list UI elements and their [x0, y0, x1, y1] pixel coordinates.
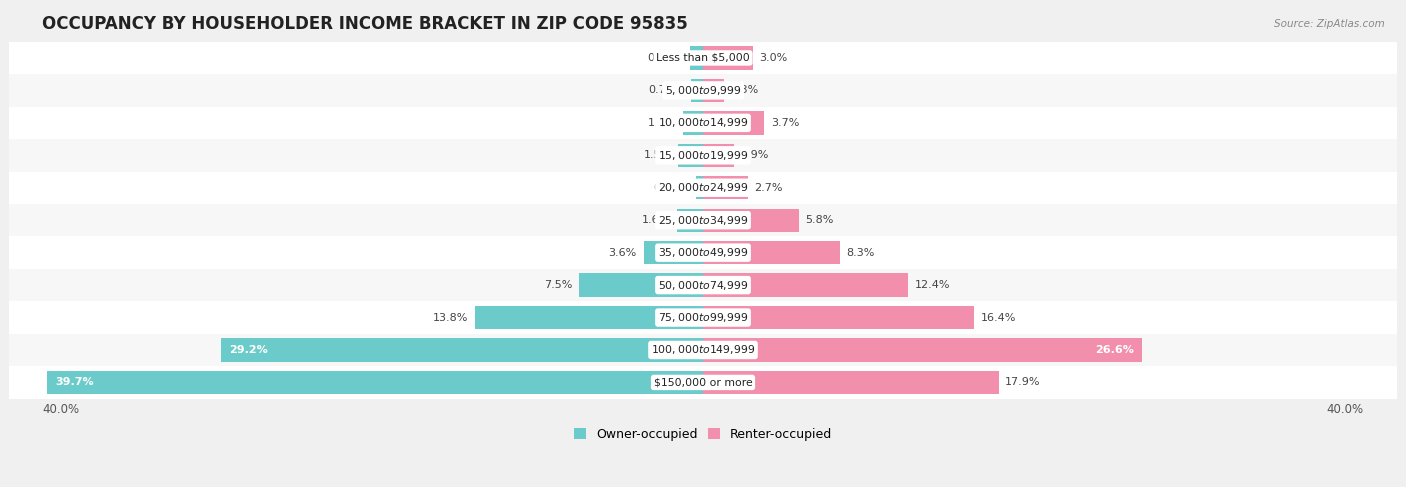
Bar [703, 144, 734, 167]
Bar [10, 171, 1396, 204]
Text: 1.3%: 1.3% [731, 85, 759, 95]
Text: $5,000 to $9,999: $5,000 to $9,999 [665, 84, 741, 97]
Text: 0.81%: 0.81% [648, 53, 683, 63]
Text: 29.2%: 29.2% [229, 345, 267, 355]
Text: 13.8%: 13.8% [433, 313, 468, 322]
Text: $50,000 to $74,999: $50,000 to $74,999 [658, 279, 748, 292]
Bar [703, 46, 752, 70]
Text: 40.0%: 40.0% [42, 403, 79, 415]
Text: 7.5%: 7.5% [544, 280, 572, 290]
Bar [703, 241, 841, 264]
Text: $10,000 to $14,999: $10,000 to $14,999 [658, 116, 748, 130]
Bar [696, 176, 703, 200]
Text: Less than $5,000: Less than $5,000 [657, 53, 749, 63]
Bar [644, 241, 703, 264]
Bar [689, 46, 703, 70]
Text: 17.9%: 17.9% [1005, 377, 1040, 388]
Text: 2.7%: 2.7% [754, 183, 783, 193]
Bar [10, 366, 1396, 399]
Text: 1.6%: 1.6% [641, 215, 671, 225]
Text: 39.7%: 39.7% [55, 377, 94, 388]
Bar [475, 306, 703, 329]
Bar [676, 208, 703, 232]
Bar [703, 273, 908, 297]
Text: 26.6%: 26.6% [1095, 345, 1135, 355]
Bar [579, 273, 703, 297]
Bar [10, 204, 1396, 236]
Text: $20,000 to $24,999: $20,000 to $24,999 [658, 181, 748, 194]
Text: Source: ZipAtlas.com: Source: ZipAtlas.com [1274, 19, 1385, 30]
Bar [703, 208, 799, 232]
Legend: Owner-occupied, Renter-occupied: Owner-occupied, Renter-occupied [574, 428, 832, 441]
Bar [48, 371, 703, 394]
Text: 3.7%: 3.7% [770, 118, 799, 128]
Bar [10, 74, 1396, 107]
Bar [703, 111, 763, 134]
Bar [10, 139, 1396, 171]
Bar [683, 111, 703, 134]
Text: 3.6%: 3.6% [609, 248, 637, 258]
Bar [690, 79, 703, 102]
Bar [703, 306, 974, 329]
Text: 12.4%: 12.4% [914, 280, 950, 290]
Text: 8.3%: 8.3% [846, 248, 875, 258]
Text: $25,000 to $34,999: $25,000 to $34,999 [658, 214, 748, 226]
Bar [703, 176, 748, 200]
Text: OCCUPANCY BY HOUSEHOLDER INCOME BRACKET IN ZIP CODE 95835: OCCUPANCY BY HOUSEHOLDER INCOME BRACKET … [42, 15, 688, 33]
Text: 1.2%: 1.2% [648, 118, 676, 128]
Text: 0.45%: 0.45% [654, 183, 689, 193]
Bar [703, 79, 724, 102]
Text: 0.75%: 0.75% [648, 85, 683, 95]
Text: $15,000 to $19,999: $15,000 to $19,999 [658, 149, 748, 162]
Text: 1.9%: 1.9% [741, 150, 769, 160]
Bar [678, 144, 703, 167]
Bar [703, 338, 1143, 362]
Bar [10, 269, 1396, 301]
Bar [10, 334, 1396, 366]
Text: $75,000 to $99,999: $75,000 to $99,999 [658, 311, 748, 324]
Text: 1.5%: 1.5% [644, 150, 672, 160]
Text: 5.8%: 5.8% [806, 215, 834, 225]
Text: 16.4%: 16.4% [980, 313, 1017, 322]
Bar [10, 236, 1396, 269]
Bar [10, 107, 1396, 139]
Text: 3.0%: 3.0% [759, 53, 787, 63]
Bar [703, 371, 998, 394]
Bar [10, 301, 1396, 334]
Text: $35,000 to $49,999: $35,000 to $49,999 [658, 246, 748, 259]
Text: 40.0%: 40.0% [1327, 403, 1364, 415]
Text: $150,000 or more: $150,000 or more [654, 377, 752, 388]
Bar [10, 42, 1396, 74]
Bar [221, 338, 703, 362]
Text: $100,000 to $149,999: $100,000 to $149,999 [651, 343, 755, 356]
